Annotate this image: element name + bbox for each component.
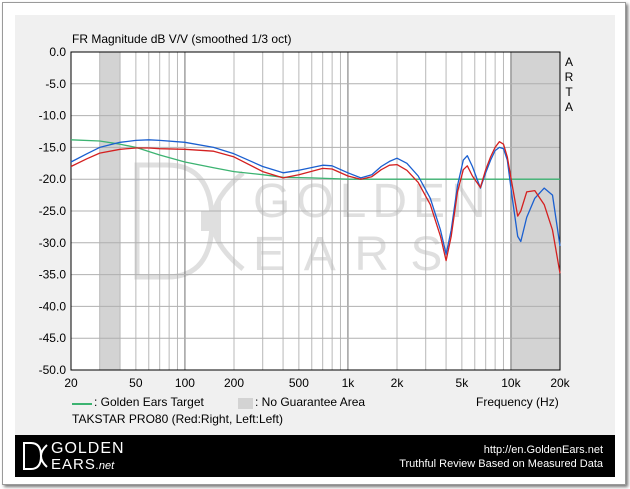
x-tick-label: 2k — [391, 376, 405, 390]
logo-suffix: .net — [95, 460, 115, 472]
y-tick-label: -15.0 — [39, 140, 67, 154]
y-tick-label: -30.0 — [39, 236, 67, 250]
series-line-right — [70, 141, 561, 274]
chart-frame: GOLDEN E A R S 0.0 -5.0 -10.0 -15.0 -20.0 -25.… — [2, 2, 626, 485]
y-tick-label: -20.0 — [39, 172, 67, 186]
x-tick-label: 500 — [289, 376, 309, 390]
x-tick-label: 5k — [456, 376, 470, 390]
arta-side-letter: A — [565, 55, 573, 69]
logo-line-2: EARS.net — [51, 457, 114, 474]
y-tick-label: -50.0 — [39, 363, 67, 377]
watermark-line-1: GOLDEN — [253, 175, 492, 228]
legend-area-swatch — [238, 398, 253, 409]
series-line-left — [70, 139, 561, 255]
watermark-c-icon — [210, 171, 245, 271]
y-tick-label: -40.0 — [39, 299, 67, 313]
y-tick-label: -35.0 — [39, 268, 67, 282]
x-tick-label: 1k — [342, 376, 356, 390]
x-tick-label: 50 — [129, 376, 143, 390]
watermark-line-2: E A R S — [253, 228, 446, 281]
x-tick-label: 100 — [175, 376, 195, 390]
y-tick-label: 0.0 — [49, 45, 66, 59]
y-tick-label: -45.0 — [39, 331, 67, 345]
y-tick-label: -10.0 — [39, 109, 67, 123]
site-url-link[interactable]: http://en.GoldenEars.net — [483, 444, 603, 456]
watermark-d-icon — [134, 162, 215, 280]
arta-side-letter: A — [565, 100, 573, 114]
series-line-golden-ears-target — [70, 139, 560, 180]
logo-line-2-text: EARS — [51, 456, 96, 473]
x-tick-label: 20k — [550, 376, 570, 390]
y-tick-label: -5.0 — [45, 77, 66, 91]
arta-side-letter: T — [565, 85, 573, 99]
x-tick-label: 200 — [224, 376, 244, 390]
logo-line-1: GOLDEN — [51, 440, 125, 457]
chart-title: FR Magnitude dB V/V (smoothed 1/3 oct) — [72, 32, 292, 46]
legend-target-label: : Golden Ears Target — [94, 395, 204, 409]
x-tick-label: 10k — [501, 376, 521, 390]
chart-panel: GOLDEN E A R S 0.0 -5.0 -10.0 -15.0 -20.0 -25.… — [15, 15, 615, 435]
y-tick-label: -25.0 — [39, 204, 67, 218]
x-tick-label: 20 — [64, 376, 78, 390]
legend-area-label: : No Guarantee Area — [255, 395, 366, 409]
arta-side-letter: R — [565, 70, 574, 84]
site-slogan: Truthful Review Based on Measured Data — [399, 458, 603, 470]
golden-ears-logo-icon — [23, 442, 48, 470]
plot-border — [70, 51, 561, 371]
footer-bar: GOLDEN EARS.net http://en.GoldenEars.net… — [15, 435, 615, 477]
x-axis-label: Frequency (Hz) — [476, 395, 559, 409]
model-label: TAKSTAR PRO80 (Red:Right, Left:Left) — [72, 412, 283, 426]
